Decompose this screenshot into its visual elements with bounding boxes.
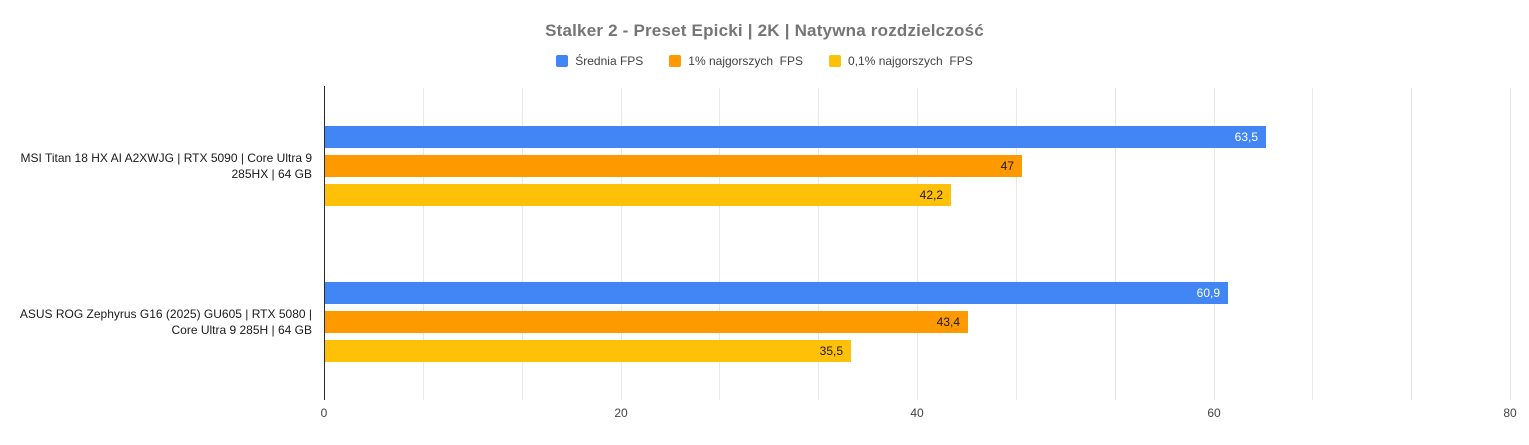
gridline: [621, 88, 622, 400]
bar-value-label: 60,9: [1196, 286, 1220, 300]
chart-title: Stalker 2 - Preset Epicki | 2K | Natywna…: [545, 21, 984, 40]
bar-value-label: 47: [1000, 159, 1014, 173]
gridline: [1115, 88, 1116, 400]
legend-swatch-icon: [829, 55, 842, 67]
gridline: [1214, 88, 1215, 400]
gridline: [1411, 88, 1412, 400]
x-tick-label: 40: [910, 406, 924, 420]
y-axis-line: [324, 86, 325, 400]
bar: 63,5: [325, 126, 1266, 148]
bar-value-label: 42,2: [919, 188, 943, 202]
bar: 42,2: [325, 184, 951, 206]
legend-label: 0,1% najgorszych FPS: [848, 54, 973, 68]
x-axis-tick-labels: 0 20 40 60 80: [320, 406, 1517, 422]
chart-legend: Średnia FPS 1% najgorszych FPS 0,1% najgor…: [0, 54, 1529, 68]
legend-item: 0,1% najgorszych FPS: [829, 54, 973, 68]
x-tick-label: 0: [320, 406, 328, 420]
bar-value-label: 63,5: [1234, 130, 1258, 144]
bar: 43,4: [325, 311, 968, 333]
gridline: [1312, 88, 1313, 400]
gridline: [423, 88, 424, 400]
gridline: [522, 88, 523, 400]
category-axis-labels: MSI Titan 18 HX AI A2XWJG | RTX 5090 | C…: [0, 88, 318, 400]
gridline: [1016, 88, 1017, 400]
legend-label: 1% najgorszych FPS: [688, 54, 804, 68]
category-label: MSI Titan 18 HX AI A2XWJG | RTX 5090 | C…: [20, 151, 312, 181]
x-tick-label: 80: [1503, 406, 1517, 420]
legend-swatch-icon: [556, 55, 569, 67]
legend-item: Średnia FPS: [556, 54, 643, 68]
bar-value-label: 43,4: [936, 315, 960, 329]
category-label: ASUS ROG Zephyrus G16 (2025) GU605 | RTX…: [19, 307, 312, 337]
legend-item: 1% najgorszych FPS: [669, 54, 803, 68]
gridline: [719, 88, 720, 400]
bar: 47: [325, 155, 1022, 177]
legend-label: Średnia FPS: [575, 54, 644, 68]
gridline: [1510, 88, 1511, 400]
gridline: [917, 88, 918, 400]
x-tick-label: 60: [1207, 406, 1221, 420]
legend-swatch-icon: [669, 55, 682, 67]
bar-value-label: 35,5: [819, 344, 843, 358]
x-tick-label: 20: [614, 406, 628, 420]
plot-area: 63,5 47 42,2 60,9 43,4 35,5: [324, 86, 1511, 400]
bar: 60,9: [325, 282, 1228, 304]
gridline: [818, 88, 819, 400]
bar: 35,5: [325, 340, 851, 362]
